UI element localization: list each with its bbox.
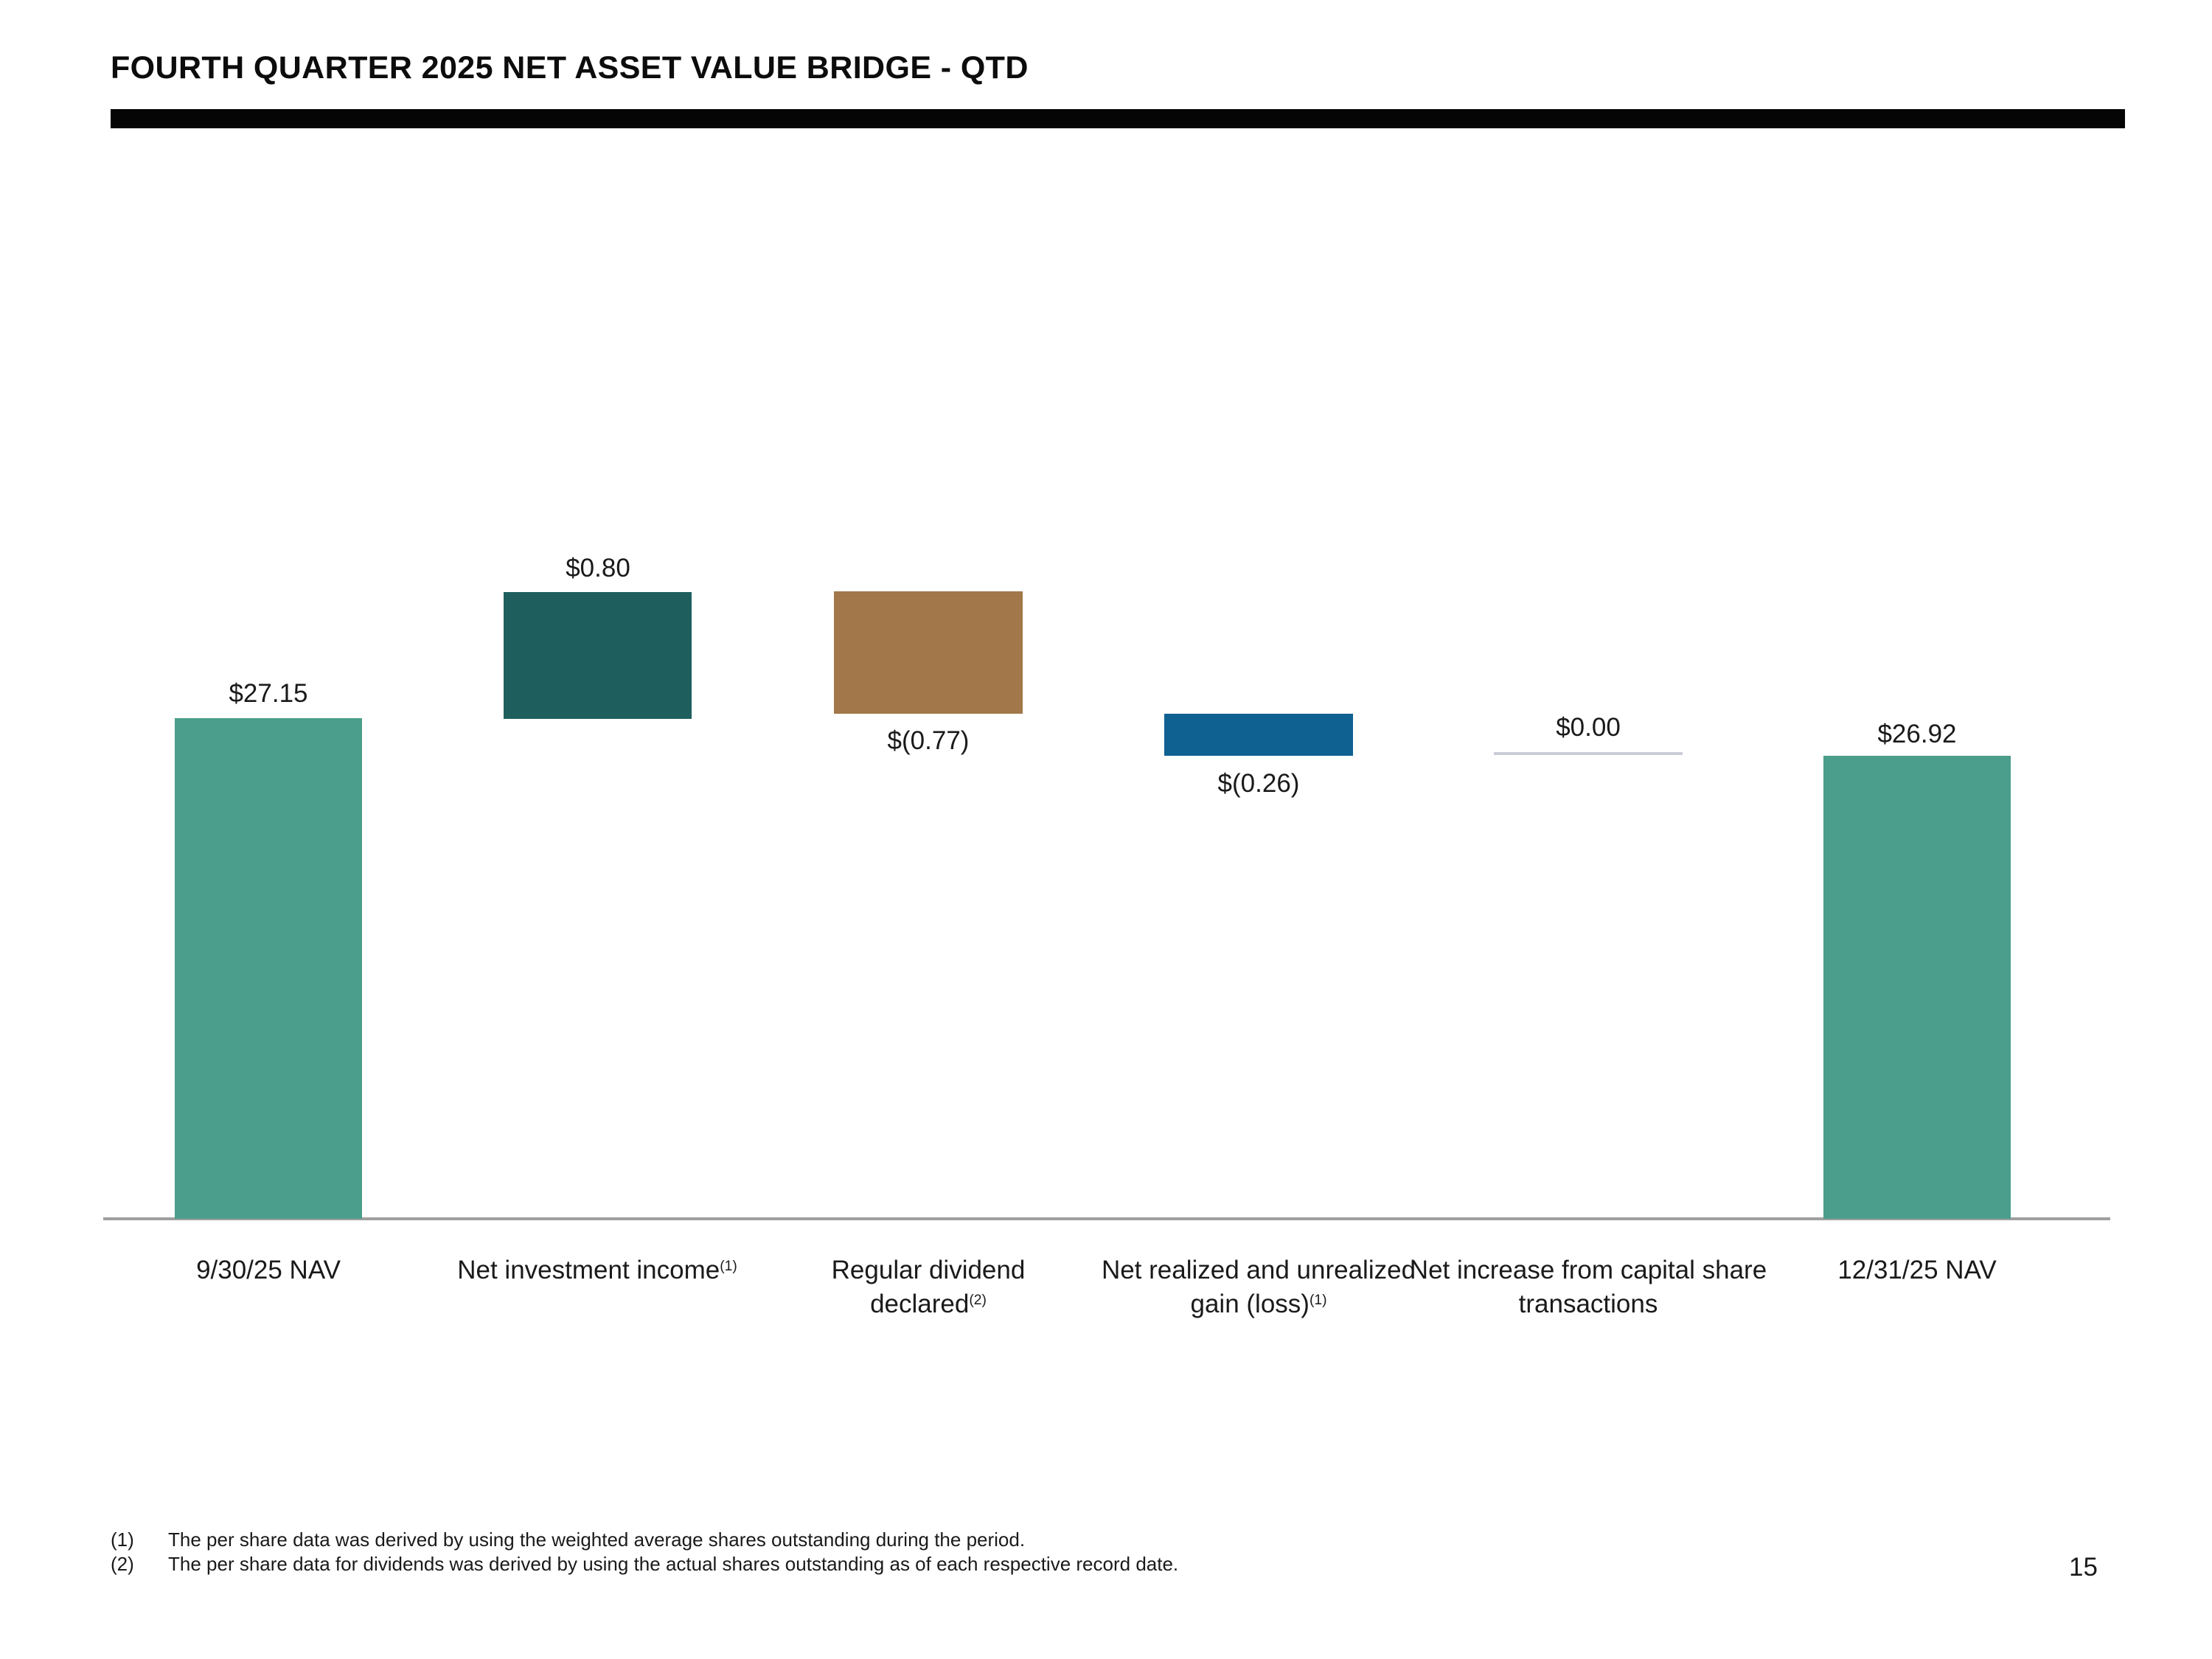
bar-value-label: $0.00 — [1556, 713, 1621, 742]
x-axis-label-text: Regular dividend declared — [831, 1256, 1026, 1318]
bar-net-investment-income — [504, 592, 692, 719]
page-title: FOURTH QUARTER 2025 NET ASSET VALUE BRID… — [111, 50, 1029, 86]
bar-nav-end — [1823, 756, 2011, 1219]
footnotes-section: (1) The per share data was derived by us… — [111, 1528, 1178, 1576]
bar-value-label: $26.92 — [1877, 720, 1957, 748]
x-axis-line — [103, 1217, 2110, 1220]
footnote-item: (1) The per share data was derived by us… — [111, 1528, 1178, 1552]
footnote-text: The per share data was derived by using … — [168, 1528, 1026, 1551]
x-axis-label: 9/30/25 NAV — [99, 1253, 438, 1292]
footnote-marker-sup: (1) — [720, 1259, 737, 1275]
x-axis-label: Net realized and unrealized gain (loss)(… — [1082, 1253, 1436, 1326]
x-axis-label: Net increase from capital share transact… — [1404, 1253, 1773, 1326]
page-number: 15 — [2069, 1553, 2098, 1582]
x-axis-label: Regular dividend declared(2) — [803, 1253, 1054, 1326]
x-axis-label-text: 12/31/25 NAV — [1837, 1256, 1997, 1284]
footnote-item: (2) The per share data for dividends was… — [111, 1552, 1178, 1576]
footnote-marker: (2) — [111, 1553, 134, 1575]
bar-value-label: $0.80 — [566, 554, 630, 582]
bar-nav-start — [175, 718, 362, 1219]
x-axis-label-text: Net investment income — [457, 1256, 720, 1284]
bar-value-label: $(0.26) — [1217, 769, 1300, 798]
x-axis-label-text: Net increase from capital share transact… — [1409, 1256, 1767, 1318]
bar-value-label: $(0.77) — [887, 726, 970, 755]
bar-regular-dividend-declared — [834, 591, 1023, 714]
bar-capital-share-transactions-zero-line — [1494, 752, 1683, 755]
footnote-text: The per share data for dividends was der… — [168, 1553, 1179, 1575]
bar-value-label: $27.15 — [229, 679, 308, 708]
x-axis-label-text: Net realized and unrealized gain (loss) — [1101, 1256, 1416, 1318]
footnote-marker-sup: (2) — [969, 1293, 987, 1309]
x-axis-label: Net investment income(1) — [428, 1253, 767, 1292]
bar-net-realized-unrealized-gain-loss — [1164, 714, 1353, 756]
title-rule — [111, 109, 2125, 128]
footnote-marker-sup: (1) — [1309, 1293, 1327, 1309]
x-axis-label: 12/31/25 NAV — [1747, 1253, 2087, 1292]
x-axis-label-text: 9/30/25 NAV — [196, 1256, 341, 1284]
footnote-marker: (1) — [111, 1528, 134, 1551]
